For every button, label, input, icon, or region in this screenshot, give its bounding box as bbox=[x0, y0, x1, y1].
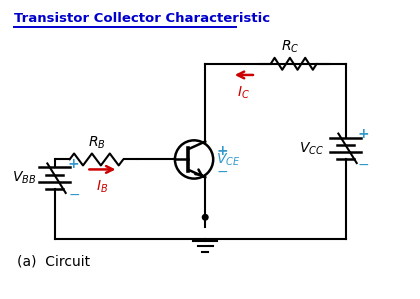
Text: +: + bbox=[68, 157, 79, 171]
Text: +: + bbox=[358, 127, 369, 141]
Text: $-$: $-$ bbox=[216, 164, 228, 178]
Text: (a)  Circuit: (a) Circuit bbox=[17, 254, 90, 268]
Text: +: + bbox=[216, 144, 228, 158]
Text: $-$: $-$ bbox=[68, 186, 80, 200]
Text: $R_B$: $R_B$ bbox=[87, 134, 105, 151]
Text: $V_{CE}$: $V_{CE}$ bbox=[216, 151, 241, 168]
Circle shape bbox=[202, 214, 208, 220]
Text: $I_B$: $I_B$ bbox=[96, 179, 108, 195]
Text: $V_{BB}$: $V_{BB}$ bbox=[13, 170, 37, 186]
Text: $-$: $-$ bbox=[357, 156, 370, 170]
Text: Transistor Collector Characteristic: Transistor Collector Characteristic bbox=[14, 12, 270, 25]
Text: $R_C$: $R_C$ bbox=[281, 39, 299, 55]
Text: $I_C$: $I_C$ bbox=[237, 85, 250, 101]
Text: $V_{CC}$: $V_{CC}$ bbox=[299, 140, 324, 156]
